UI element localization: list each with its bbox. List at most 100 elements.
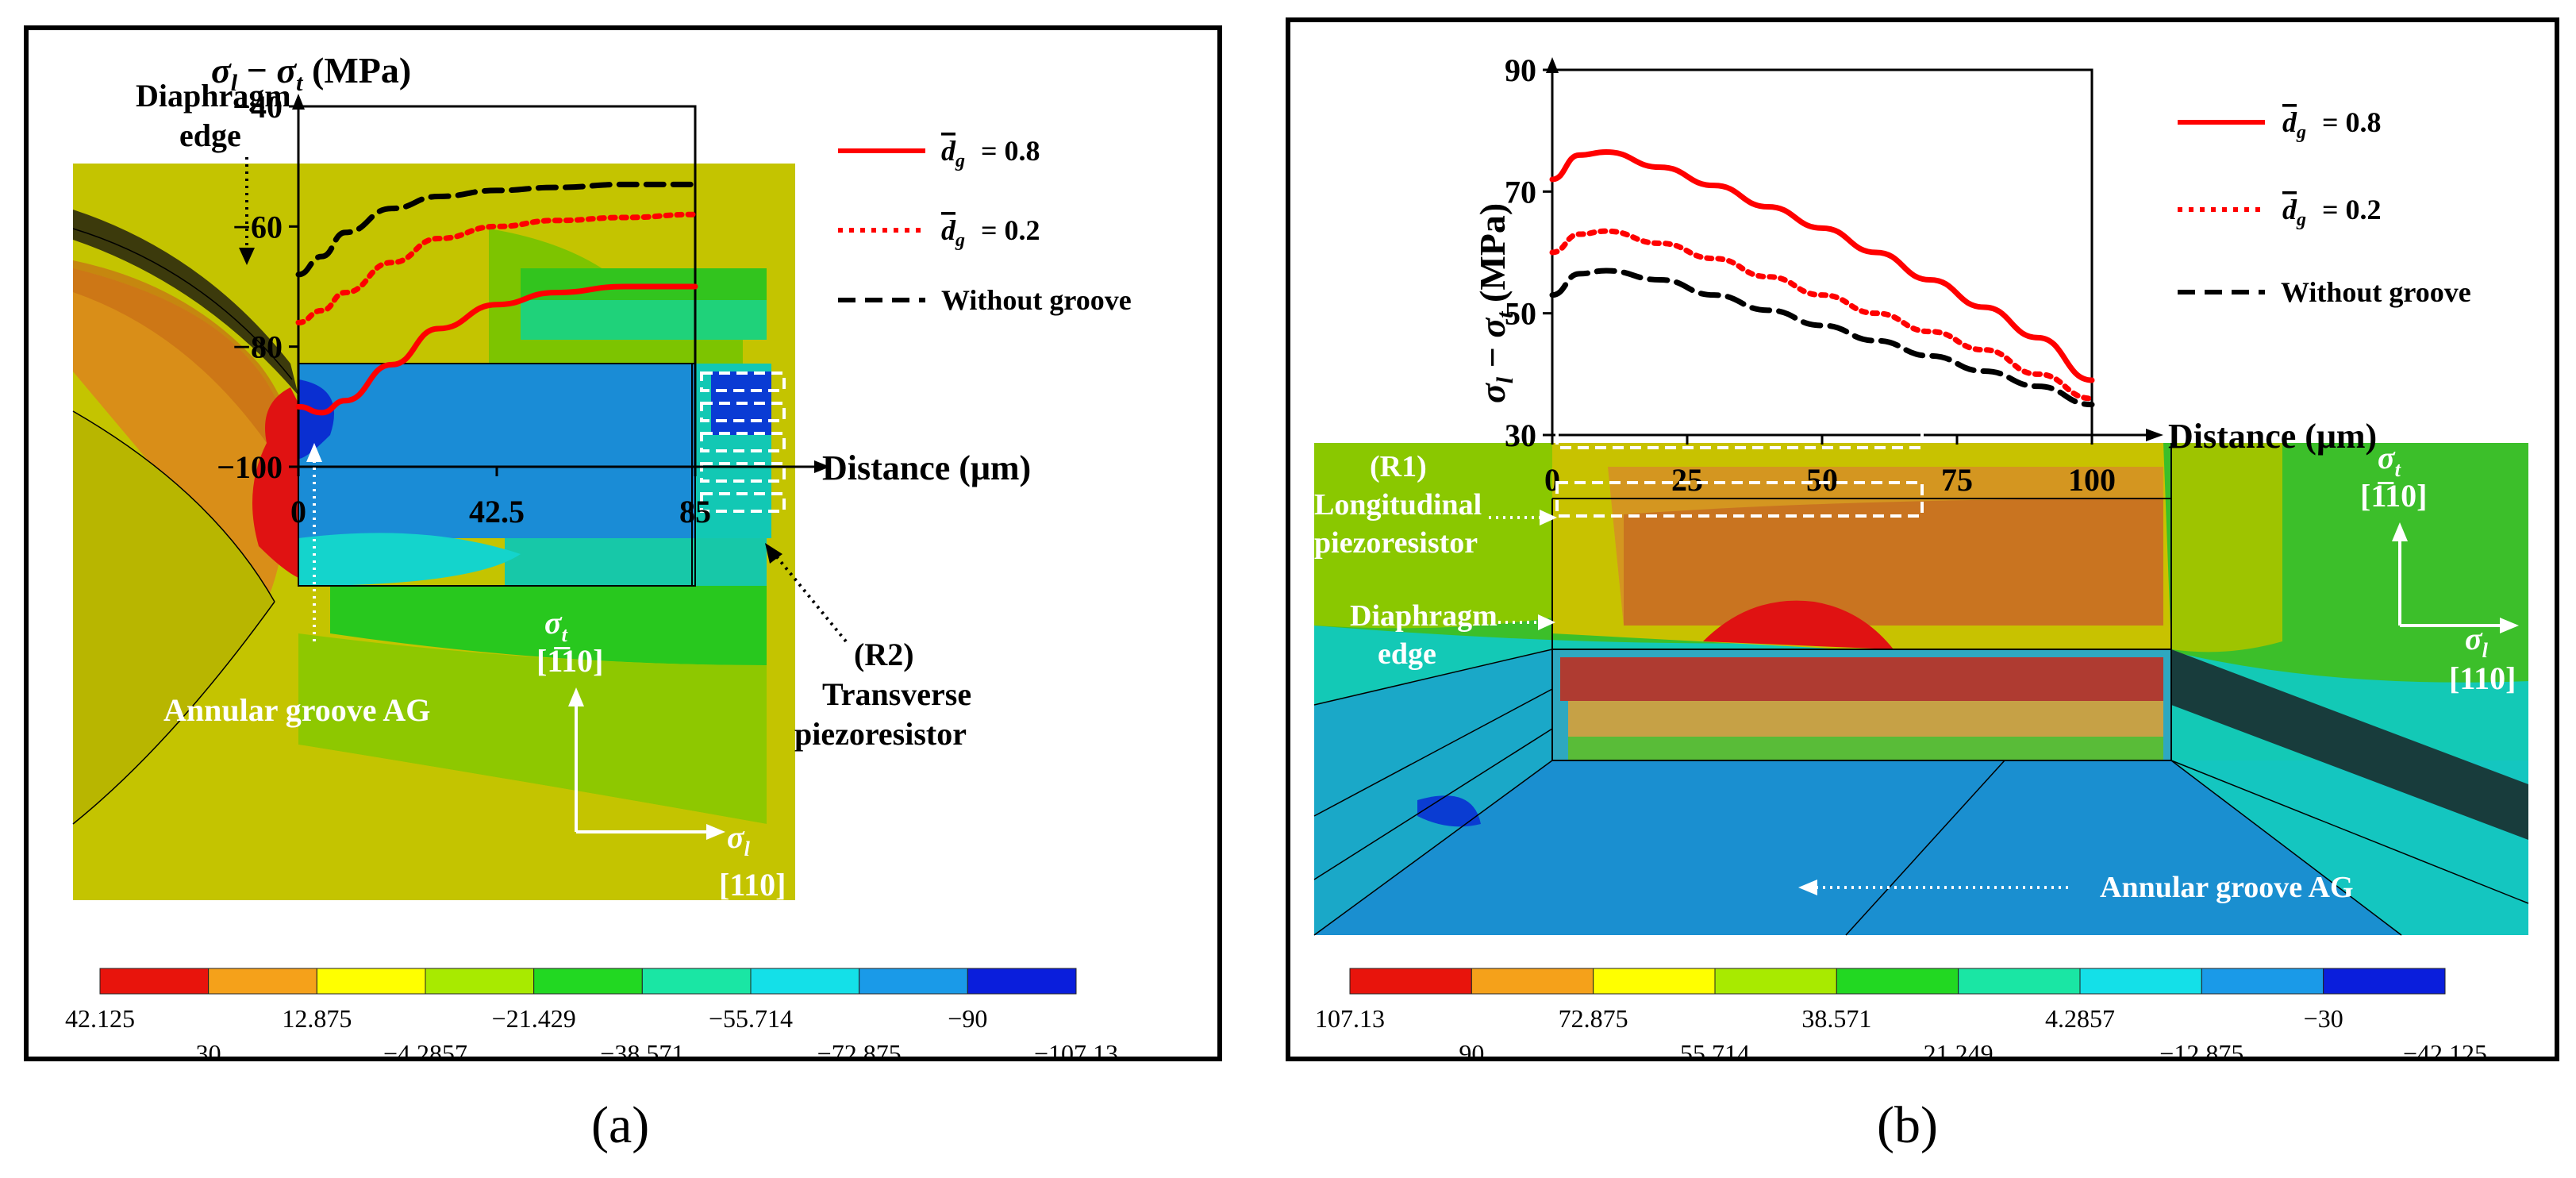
axis-l-arrowhead-b (2500, 618, 2519, 633)
a-colorbar-label-bottom: 30 (196, 1039, 221, 1057)
a-ytick-label: −40 (233, 89, 283, 125)
legend-b: dg = 0.8 dg = 0.2 Without groove (2178, 106, 2471, 308)
a-colorbar-label-bottom: −4.2857 (383, 1039, 467, 1057)
plot-a-xlabel: Distance (μm) (822, 448, 1031, 487)
r2-piezoresistor-strips (700, 371, 786, 513)
diaphragm-edge-label-a-2: edge (179, 117, 241, 153)
a-colorbar-label-top: 12.875 (282, 1004, 352, 1033)
diaphragm-edge-arrowhead-a (239, 248, 255, 265)
a-ytick-label: −80 (233, 329, 283, 365)
a-series-line-2 (295, 211, 698, 325)
b-colorbar-label-bottom: 21.249 (1924, 1039, 1994, 1057)
b-xtick-label: 75 (1941, 462, 1973, 498)
r1-label-3: piezoresistor (1314, 526, 1478, 560)
groove-arrowhead-b (1798, 880, 1817, 895)
b-colorbar-label-bottom: 90 (1459, 1039, 1484, 1057)
b-ytick-label: 70 (1505, 174, 1536, 210)
colorbar-b (1349, 968, 2446, 995)
legend-b-label-3: Without groove (2281, 276, 2471, 308)
b-colorbar-label-top: −30 (2304, 1004, 2343, 1033)
annotations-b: (R1) Longitudinal piezoresistor Diaphrag… (1314, 440, 2519, 904)
b-colorbar-cell (1349, 968, 1472, 995)
a-colorbar-cell (750, 968, 860, 995)
r2-arrow (773, 552, 848, 643)
plot-b-x-ticks: 0 25 50 75 100 (1544, 435, 2116, 498)
dir-l-label-b: [110] (2449, 660, 2516, 696)
colorbar-a (99, 968, 1077, 995)
legend-b-label-2: = 0.2 (2322, 194, 2382, 225)
legend-a-label-3: Without groove (941, 284, 1132, 316)
r2-label-2: Transverse (822, 676, 971, 712)
r1-label-2: Longitudinal (1314, 488, 1482, 522)
dir-l-label-a: [110] (719, 867, 786, 903)
panel-a: −40 −60 −80 −100 0 42.5 85 σl − σt (MPa) Dist… (24, 25, 1222, 1068)
plot-b-xlabel: Distance (μm) (2168, 417, 2377, 456)
sigma-t-label-b: σt (2378, 440, 2401, 481)
sigma-t-label-a: σt (544, 605, 568, 646)
a-colorbar-label-bottom: −72.875 (817, 1039, 902, 1057)
a-xtick-label: 85 (679, 494, 711, 529)
b-colorbar-cell (2323, 968, 2446, 995)
b-colorbar-label-top: 107.13 (1315, 1004, 1385, 1033)
a-xtick-label: 0 (290, 494, 306, 529)
b-ytick-label: 90 (1505, 52, 1536, 88)
b-xtick-label: 50 (1806, 462, 1838, 498)
plot-b-y-ticks: 90 70 50 30 (1505, 52, 1552, 453)
b-colorbar-cell (1714, 968, 1837, 995)
dir-t-label-b: [1̅10] (2360, 478, 2427, 514)
sigma-l-label-b: σl (2465, 621, 2489, 662)
x-axis-arrow-a (814, 460, 830, 473)
r1-label: (R1) (1370, 450, 1427, 483)
axis-t-arrowhead-b (2392, 522, 2408, 541)
r1-arrowhead (1540, 510, 1557, 525)
r2-label-3: piezoresistor (794, 716, 967, 752)
b-colorbar-label-bottom: −42.125 (2403, 1039, 2487, 1057)
a-colorbar-cell (859, 968, 968, 995)
b-colorbar-label-top: 72.875 (1559, 1004, 1628, 1033)
b-colorbar-cell (2201, 968, 2324, 995)
b-ytick-label: 30 (1505, 418, 1536, 453)
a-series-line-3 (295, 181, 698, 278)
x-axis-arrow-b (2146, 429, 2163, 441)
legend-b-label-1: = 0.8 (2322, 106, 2382, 138)
a-xtick-label: 42.5 (469, 494, 525, 529)
plot-a-series (295, 181, 698, 416)
legend-a-label-2: = 0.2 (981, 214, 1040, 246)
legend-a-symbol-2: dg (941, 214, 965, 251)
b-ytick-label: 50 (1505, 296, 1536, 332)
legend-a-label-1: = 0.8 (981, 135, 1040, 167)
plot-b-ylabel: σl − σt (MPa) (1472, 203, 1518, 403)
legend-a: dg = 0.8 dg = 0.2 Without groove (838, 135, 1132, 316)
plot-b-series (1549, 148, 2095, 408)
groove-arrowhead-a (306, 443, 322, 462)
b-series-line-3 (1549, 268, 2095, 408)
a-colorbar-label-bottom: −107.13 (1034, 1039, 1118, 1057)
plot-a-y-ticks: −40 −60 −80 −100 (217, 89, 298, 485)
b-colorbar-cell (1471, 968, 1594, 995)
b-colorbar-label-bottom: −12.875 (2159, 1039, 2243, 1057)
a-colorbar-label-top: 42.125 (65, 1004, 135, 1033)
a-colorbar-cell (316, 968, 426, 995)
a-colorbar-cell (99, 968, 210, 995)
a-colorbar-cell (425, 968, 535, 995)
a-colorbar-label-top: −90 (948, 1004, 987, 1033)
diaphragm-edge-label-a: Diaphragm (136, 78, 291, 114)
a-ytick-label: −100 (217, 449, 283, 485)
caption-b: (b) (1877, 1096, 1938, 1154)
annotations-a: Diaphragm edge Annular groove AG (R2) Tr… (136, 78, 971, 903)
axis-t-arrowhead-a (568, 687, 584, 706)
dir-t-label-a: [1̅10] (536, 643, 603, 679)
b-colorbar-cell (1593, 968, 1716, 995)
diaphragm-edge-label-b-2: edge (1378, 637, 1436, 671)
a-colorbar-label-top: −21.429 (492, 1004, 576, 1033)
b-colorbar-cell (1836, 968, 1959, 995)
fem-contour-b (1313, 443, 2529, 936)
legend-b-symbol-1: dg (2282, 106, 2306, 143)
axis-l-arrowhead-a (706, 824, 725, 840)
plot-a-ylabel: σl − σt (MPa) (211, 50, 411, 96)
b-xtick-label: 100 (2068, 462, 2116, 498)
caption-a: (a) (591, 1096, 650, 1154)
a-colorbar-cell (641, 968, 752, 995)
plot-a-x-ticks: 0 42.5 85 (290, 467, 711, 529)
